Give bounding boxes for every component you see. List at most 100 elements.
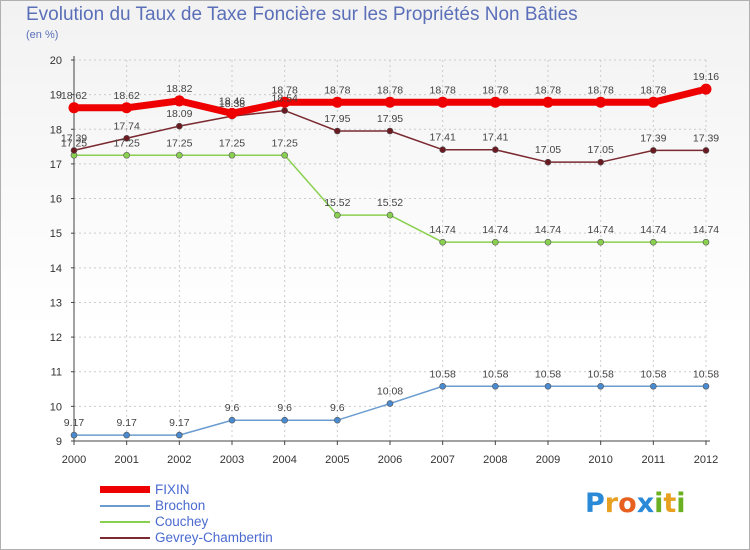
data-label: 18.78 [377,84,403,96]
x-tick-label: 2003 [220,454,244,466]
y-tick-label: 10 [50,401,62,413]
legend-swatch [100,486,150,493]
x-tick-label: 2002 [167,454,191,466]
data-point [228,151,236,159]
data-point [595,96,607,108]
data-label: 17.41 [482,132,508,144]
data-point [386,127,394,135]
y-tick-label: 13 [50,297,62,309]
data-label: 10.58 [640,368,666,380]
data-label: 9.6 [330,402,345,414]
x-tick-label: 2008 [483,454,507,466]
logo-letter: o [618,488,637,519]
data-label: 17.25 [114,137,140,149]
data-label: 9.6 [277,402,292,414]
data-point [544,382,552,390]
data-point [68,102,80,114]
legend-label: Couchey [155,514,209,529]
data-point [597,158,604,166]
data-label: 17.74 [114,120,140,132]
data-label: 17.95 [324,113,350,125]
data-point [702,382,710,390]
data-label: 10.58 [588,368,614,380]
y-tick-label: 16 [50,194,62,206]
data-label: 18.78 [324,84,350,96]
data-point [437,96,449,108]
data-label: 18.46 [219,95,245,107]
logo-letter: i [676,488,686,519]
data-point [702,147,710,154]
data-point [439,238,446,246]
data-label: 18.78 [272,84,298,96]
y-tick-label: 15 [50,228,62,240]
x-tick-label: 2004 [272,454,296,466]
data-point [173,95,185,107]
legend-swatch [100,537,150,539]
y-tick-label: 17 [50,159,62,171]
data-point [226,107,238,119]
data-point [544,158,552,166]
data-point [386,400,394,407]
data-label: 17.25 [61,137,87,149]
data-label: 14.74 [535,224,561,236]
y-tick-label: 14 [50,263,62,275]
data-label: 17.05 [588,144,614,156]
data-point [281,416,288,424]
x-tick-label: 2012 [694,454,718,466]
data-label: 18.82 [166,83,192,95]
data-label: 18.78 [640,84,666,96]
data-label: 17.25 [219,137,245,149]
data-label: 18.62 [114,90,140,102]
data-point [700,83,712,95]
data-point [334,127,341,135]
data-point [281,151,288,159]
data-label: 17.25 [166,137,192,149]
data-label: 14.74 [482,224,508,236]
x-tick-label: 2010 [588,454,612,466]
data-label: 17.39 [61,132,87,144]
x-tick-label: 2009 [536,454,560,466]
x-tick-label: 2000 [62,454,86,466]
data-label: 18.54 [272,93,298,105]
data-label: 17.25 [272,137,298,149]
legend-label: Gevrey-Chambertin [155,530,273,545]
y-tick-label: 9 [56,436,62,448]
logo-letter: t [663,488,677,519]
data-label: 18.78 [430,84,456,96]
data-label: 17.39 [640,132,666,144]
data-point [176,122,183,130]
data-label: 10.58 [693,368,719,380]
data-label: 17.95 [377,113,403,125]
data-point [121,102,133,114]
x-tick-label: 2006 [378,454,402,466]
y-tick-label: 19 [50,90,62,102]
data-label: 9.17 [116,417,137,429]
data-label: 15.52 [377,197,403,209]
data-label: 14.74 [640,224,666,236]
data-label: 19.16 [693,71,719,83]
data-point [279,96,291,108]
y-tick-label: 18 [50,124,62,136]
x-tick-label: 2011 [642,454,666,466]
data-label: 9.6 [225,402,240,414]
data-point [176,151,183,159]
x-tick-label: 2005 [325,454,349,466]
legend-swatch [100,521,150,523]
data-label: 9.17 [169,417,190,429]
data-point [597,382,604,390]
data-label: 18.38 [219,98,245,110]
data-point [70,431,78,439]
data-point [384,96,396,108]
x-tick-label: 2007 [430,454,454,466]
data-point [70,147,78,154]
logo-letter: i [654,488,664,519]
logo-letter: P [585,488,605,519]
logo-letter: x [636,488,655,519]
data-point [123,151,130,159]
y-tick-label: 12 [50,332,62,344]
y-tick-label: 11 [51,367,62,379]
data-label: 18.78 [535,84,561,96]
legend-swatch [100,505,150,507]
data-label: 17.05 [535,144,561,156]
